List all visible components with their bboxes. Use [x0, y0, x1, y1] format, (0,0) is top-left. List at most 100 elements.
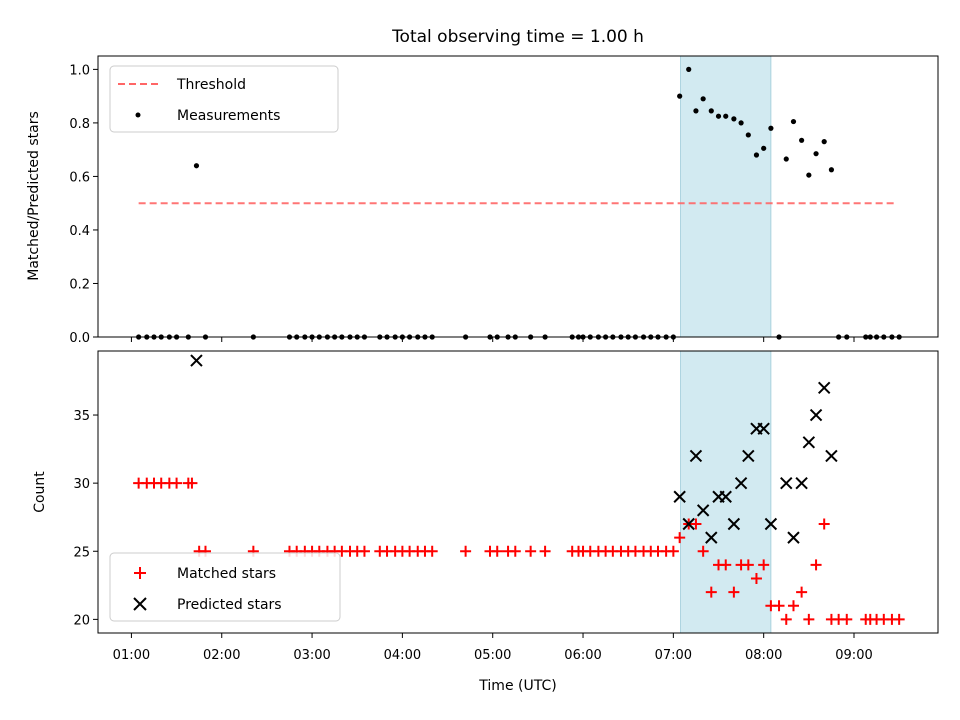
measurement-point — [686, 66, 692, 72]
matched-star-marker — [893, 613, 905, 625]
bottom-x-tick-label: 03:00 — [293, 648, 330, 663]
top-legend: Threshold Measurements — [109, 65, 339, 133]
bottom-shaded-region — [680, 350, 772, 634]
measurement-point — [821, 139, 827, 145]
matched-star-marker — [787, 600, 799, 612]
predicted-star-marker — [190, 354, 203, 367]
legend-threshold-label: Threshold — [176, 77, 246, 93]
matched-star-marker — [841, 613, 853, 625]
predicted-star-marker — [817, 381, 831, 394]
matched-star-marker — [667, 545, 679, 557]
matched-star-marker — [674, 532, 686, 544]
matched-star-marker — [460, 545, 472, 557]
matched-star-marker — [509, 545, 521, 557]
predicted-star-marker — [673, 490, 686, 503]
top-y-tick-label: 0.6 — [69, 170, 90, 185]
bottom-x-tick-label: 04:00 — [384, 648, 421, 663]
measurement-point — [768, 125, 774, 131]
bottom-x-ticks: 01:00 02:00 03:00 04:00 05:00 06:00 07:00 08:00… — [113, 633, 873, 663]
bottom-y-tick-label: 30 — [73, 477, 90, 492]
predicted-star-marker — [727, 517, 741, 531]
predicted-star-marker — [780, 476, 793, 490]
predicted-star-marker — [742, 449, 755, 463]
legend-measurements-label: Measurements — [177, 108, 280, 124]
predicted-star-marker — [787, 531, 800, 544]
predicted-star-marker — [764, 517, 778, 531]
measurement-point — [677, 93, 683, 99]
bottom-x-tick-label: 08:00 — [745, 648, 782, 663]
top-shaded-region — [680, 55, 772, 338]
matched-star-marker — [742, 559, 754, 571]
bottom-axes-frame — [97, 350, 939, 634]
top-y-tick-label: 0.4 — [69, 224, 90, 239]
matched-star-marker — [705, 586, 717, 598]
top-y-ticks: 0.0 0.2 0.4 0.6 0.8 1.0 — [69, 63, 98, 346]
measurement-point — [738, 120, 744, 126]
matched-stars-markers — [133, 477, 905, 625]
bottom-legend-box — [109, 552, 341, 622]
top-y-tick-label: 0.8 — [69, 117, 90, 132]
predicted-star-marker — [757, 422, 770, 435]
matched-star-marker — [818, 518, 830, 530]
matched-star-marker — [690, 518, 702, 530]
predicted-star-marker — [696, 504, 710, 517]
predicted-star-marker — [795, 476, 808, 490]
top-axes: 0.0 0.2 0.4 0.6 0.8 1.0 Matched/Predicted sta… — [26, 55, 939, 346]
measurement-point — [813, 151, 819, 157]
matched-star-marker — [491, 545, 503, 557]
predicted-star-marker — [825, 449, 838, 463]
legend-predicted-label: Predicted stars — [177, 597, 282, 613]
matched-star-marker — [750, 573, 762, 585]
bottom-y-tick-label: 20 — [73, 613, 90, 628]
matched-star-marker — [780, 613, 792, 625]
predicted-stars-markers — [190, 354, 838, 544]
matched-star-marker — [728, 586, 740, 598]
predicted-star-marker — [809, 408, 823, 422]
matched-star-marker — [720, 559, 732, 571]
measurement-point — [806, 172, 812, 178]
matched-star-marker — [525, 545, 537, 557]
matched-star-marker — [171, 477, 183, 489]
legend-predicted-swatch — [133, 597, 147, 611]
matched-star-marker — [796, 586, 808, 598]
legend-matched-swatch — [134, 567, 146, 579]
measurement-point — [799, 137, 805, 143]
top-y-axis-label: Matched/Predicted stars — [26, 111, 42, 281]
matched-star-marker — [697, 545, 709, 557]
measurement-point — [753, 152, 760, 158]
measurement-point — [783, 156, 789, 162]
bottom-legend: Matched stars Predicted stars — [109, 552, 341, 622]
matched-star-marker — [186, 477, 198, 489]
legend-matched-label: Matched stars — [177, 566, 276, 582]
top-y-tick-label: 0.2 — [69, 277, 90, 292]
predicted-star-marker — [719, 490, 732, 503]
matched-star-marker — [810, 559, 822, 571]
predicted-star-marker — [689, 449, 703, 463]
bottom-y-tick-label: 25 — [73, 545, 90, 560]
top-axes-frame — [97, 55, 939, 338]
x-axis-label: Time (UTC) — [478, 678, 556, 694]
chart-title: Total observing time = 1.00 h — [391, 27, 644, 47]
matched-star-marker — [758, 559, 770, 571]
bottom-x-tick-label: 01:00 — [113, 648, 150, 663]
predicted-star-marker — [705, 531, 718, 544]
top-legend-box — [109, 65, 339, 133]
matched-star-marker — [358, 545, 370, 557]
bottom-x-tick-label: 05:00 — [474, 648, 511, 663]
matched-star-marker — [803, 613, 815, 625]
predicted-star-marker — [734, 476, 748, 490]
bottom-x-tick-label: 02:00 — [203, 648, 240, 663]
bottom-y-tick-label: 35 — [73, 409, 90, 424]
bottom-x-tick-label: 09:00 — [835, 648, 872, 663]
measurement-point — [693, 108, 699, 114]
measurement-point — [723, 113, 729, 119]
bottom-x-tick-label: 06:00 — [564, 648, 601, 663]
measurement-point — [193, 163, 200, 169]
measurement-point — [700, 96, 706, 102]
legend-measurements-swatch — [135, 112, 141, 118]
measurement-point — [790, 118, 797, 125]
measurement-point — [715, 113, 722, 119]
predicted-star-marker — [682, 517, 695, 531]
top-y-tick-label: 1.0 — [69, 63, 90, 78]
